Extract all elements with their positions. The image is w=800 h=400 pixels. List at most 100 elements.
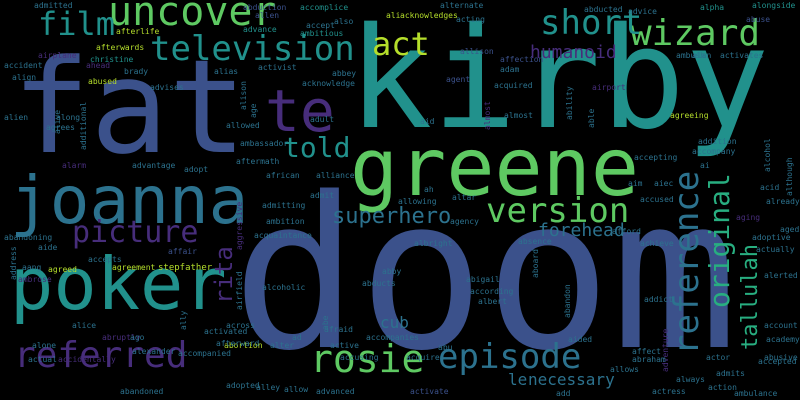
word-african: african: [266, 171, 300, 180]
word-advantage: advantage: [132, 161, 176, 170]
word-rosie: rosie: [310, 337, 425, 381]
word-ambulance: ambulance: [734, 389, 778, 398]
word-affair: affair: [168, 247, 197, 256]
word-abu: abu: [438, 343, 453, 352]
word-necessary: necessary: [528, 370, 615, 389]
word-across: across: [226, 321, 255, 330]
word-accompanies: accompanies: [366, 333, 419, 342]
word-actual: actual: [28, 355, 57, 364]
word-activated: activated: [204, 327, 248, 336]
word-ali: ali: [386, 11, 401, 20]
word-referred: referred: [14, 335, 188, 376]
word-ambush: ambush: [676, 51, 705, 60]
word-aftermath: aftermath: [236, 157, 280, 166]
word-ai: ai: [700, 161, 710, 170]
word-aboard: aboard: [531, 249, 540, 278]
word-afterlife: afterlife: [116, 27, 160, 36]
word-already: already: [766, 197, 800, 206]
word-alpha: alpha: [700, 3, 725, 12]
word-affect: affect: [632, 347, 661, 356]
word-agency: agency: [450, 217, 479, 226]
word-alan: alan: [692, 51, 712, 60]
word-ability: ability: [565, 86, 574, 120]
word-accused: accused: [640, 195, 674, 204]
word-admitting: admitting: [262, 201, 306, 210]
word-acquaintance: acquaintance: [254, 231, 312, 240]
word-accidentally: accidentally: [58, 355, 116, 364]
word-abusive: abusive: [764, 353, 798, 362]
word-alliance: alliance: [316, 171, 355, 180]
word-ahead: ahead: [86, 61, 111, 70]
word-alice: alice: [72, 321, 97, 330]
word-act: act: [372, 25, 430, 63]
word-agreeing: agreeing: [670, 111, 709, 120]
word-able: able: [587, 108, 596, 128]
word-advance: advance: [243, 25, 277, 34]
word-joanna: joanna: [10, 162, 249, 239]
word-kirby: kirby: [348, 0, 770, 161]
word-activate: activate: [410, 387, 449, 396]
word-advanced: advanced: [316, 387, 355, 396]
word-allow: allow: [284, 385, 309, 394]
word-accepts: accepts: [88, 255, 122, 264]
word-admits: admits: [716, 369, 745, 378]
word-actress: actress: [652, 387, 686, 396]
word-afterward: afterward: [216, 339, 260, 348]
word-forehead: forehead: [538, 220, 625, 241]
word-additional: additional: [79, 101, 88, 150]
word-alcoholic: alcoholic: [262, 283, 306, 292]
word-told: told: [283, 131, 351, 164]
word-activist: activist: [258, 63, 297, 72]
word-ah: ah: [424, 185, 434, 194]
word-aiec: aiec: [654, 179, 674, 188]
word-te: te: [265, 77, 335, 145]
word-abandon: abandon: [563, 284, 572, 318]
word-episode: episode: [438, 337, 582, 377]
word-accepted: accepted: [758, 357, 797, 366]
word-acknowledges: acknowledges: [400, 11, 458, 20]
word-allowed: allowed: [226, 121, 260, 130]
word-alien: alien: [4, 113, 29, 122]
word-short: short: [540, 3, 643, 43]
word-accomplice: accomplice: [300, 3, 349, 12]
word-accusing: accusing: [340, 353, 379, 362]
word-ago: ago: [130, 333, 145, 342]
word-abduction: abduction: [243, 3, 287, 12]
word-abigail: abigail: [466, 275, 500, 284]
word-adopt: adopt: [184, 165, 209, 174]
word-actually: actually: [756, 245, 795, 254]
word-stepfather: stepfather: [158, 263, 213, 273]
word-altar: altar: [452, 193, 477, 202]
word-abducted: abducted: [584, 5, 623, 14]
word-achieve: achieve: [640, 239, 674, 248]
word-aid: aid: [420, 117, 435, 126]
word-admit: admit: [310, 191, 335, 200]
word-picture: picture: [72, 215, 199, 250]
word-almost: almost: [483, 101, 492, 130]
word-uncover: uncover: [108, 0, 277, 35]
word-christine: christine: [90, 55, 134, 64]
word-acquired: acquired: [494, 81, 533, 90]
word-version: version: [486, 191, 630, 231]
word-airplane: airplane: [38, 51, 77, 60]
word-rita: rita: [210, 246, 238, 304]
word-albright: albright: [414, 239, 453, 248]
word-alternate: alternate: [440, 1, 484, 10]
word-alarm: alarm: [62, 161, 87, 170]
word-almost-2: almost: [504, 111, 533, 120]
word-allows: allows: [610, 365, 639, 374]
word-ambition: ambition: [266, 217, 305, 226]
word-advice: advice: [628, 7, 657, 16]
word-address: address: [9, 246, 18, 280]
word-alley: alley: [256, 383, 281, 392]
word-acid: acid: [760, 183, 780, 192]
word-aang: aang: [22, 263, 42, 272]
word-aim: aim: [628, 179, 643, 188]
word-absence: absence: [518, 237, 552, 246]
word-greene: greene: [350, 121, 639, 214]
word-alone: alone: [32, 341, 57, 350]
word-albert: albert: [478, 297, 507, 306]
word-airport: airport: [592, 83, 626, 92]
word-reference: reference: [667, 170, 707, 355]
word-aged: aged: [780, 225, 800, 234]
